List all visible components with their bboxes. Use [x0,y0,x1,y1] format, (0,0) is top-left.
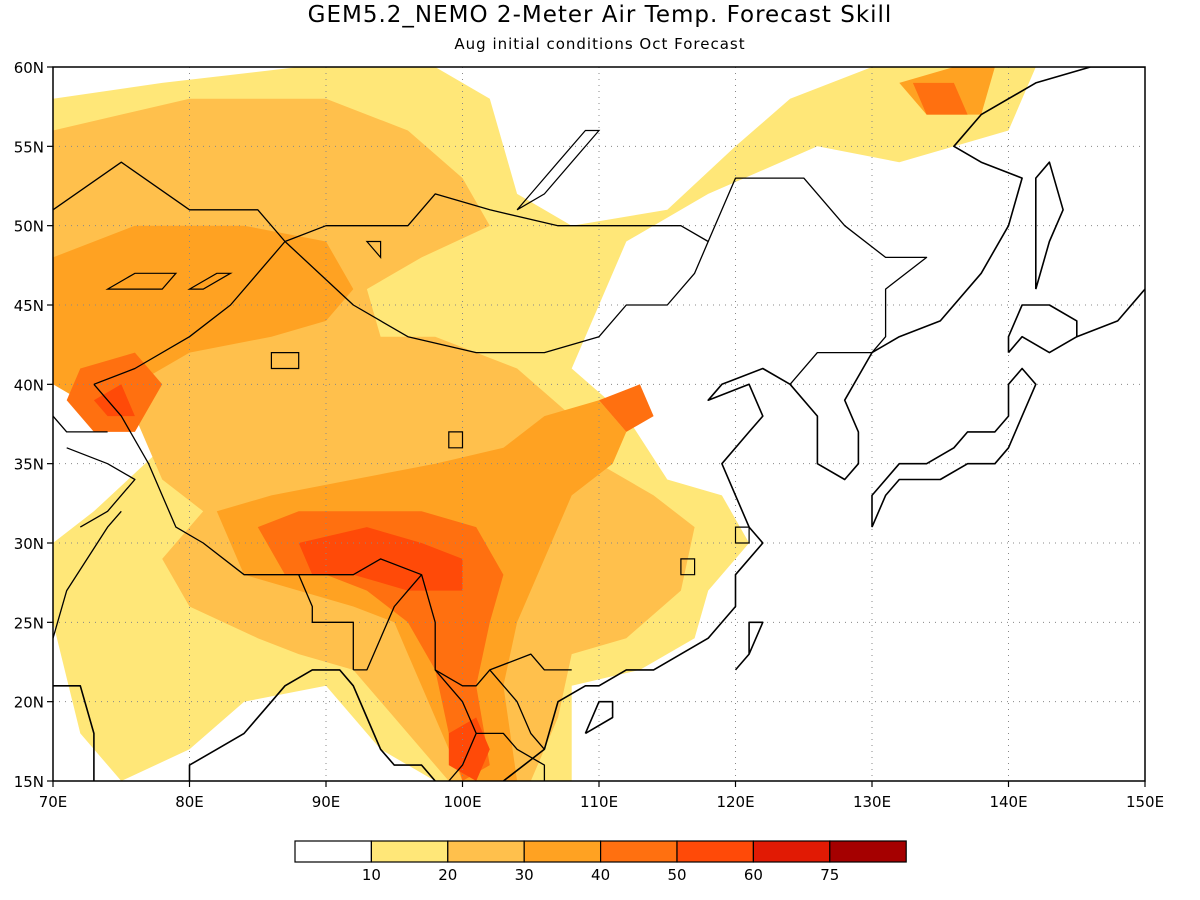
y-tick-label: 35N [14,456,44,474]
coastline-1 [188,669,436,781]
border-8 [489,669,545,750]
legend-swatch-5 [676,840,755,863]
y-tick-label: 45N [14,297,44,315]
y-tick-label: 55N [14,138,44,156]
x-tick-label: 90E [312,793,341,811]
legend-label: 40 [591,866,610,884]
legend-swatch-2 [447,840,525,863]
coastline-3 [502,67,1145,781]
skill-fill-layer [53,67,1036,781]
x-tick-label: 130E [853,793,891,811]
x-tick-label: 150E [1126,793,1164,811]
legend-swatch-7 [829,840,907,863]
legend-label: 30 [515,866,534,884]
lake-6 [680,558,696,576]
lake-7 [734,526,750,544]
lake-0 [516,129,601,211]
border-0 [93,177,928,385]
border-7 [476,732,546,781]
coastline-8 [1035,161,1064,290]
x-tick-label: 110E [580,793,618,811]
skill-region-8 [912,82,968,115]
lake-1 [105,272,178,290]
legend-label: 60 [744,866,763,884]
x-tick-label: 120E [716,793,754,811]
colorbar-legend: 10 20 30 40 50 60 75 [294,840,907,884]
map-subtitle: Aug initial conditions Oct Forecast [454,35,746,53]
border-5 [353,574,423,671]
coastline-7 [1007,304,1078,354]
coastline-9 [1076,288,1145,338]
x-tick-label: 100E [443,793,481,811]
legend-label: 50 [667,866,686,884]
border-12 [789,351,872,385]
y-tick-label: 15N [14,773,44,791]
legend-swatch-4 [599,840,678,863]
border-1 [284,241,709,354]
border-9 [53,415,108,433]
lake-3 [365,240,382,260]
coastline-6 [871,367,1037,528]
coastline-5 [584,700,614,735]
skill-region-11 [93,384,135,417]
coastline-4 [734,621,764,671]
y-tick-label: 25N [14,614,44,632]
lake-2 [187,272,233,290]
x-tick-label: 70E [39,793,68,811]
x-tick-label: 80E [175,793,204,811]
lake-5 [270,352,300,370]
x-axis-ticks: 70E 80E 90E 100E 110E 120E 130E 140E 150E [39,781,1164,811]
border-11 [53,510,122,639]
legend-swatch-0 [294,840,373,863]
y-tick-label: 20N [14,694,44,712]
legend-swatch-6 [752,840,831,863]
y-axis-ticks: 15N 20N 25N 30N 35N 40N 45N 50N 55N 60N [14,59,53,791]
coastline-0 [53,684,95,781]
x-tick-label: 140E [989,793,1027,811]
coastline-border-layer [53,67,1145,781]
legend-swatch-3 [523,840,602,863]
map-title: GEM5.2_NEMO 2-Meter Air Temp. Forecast S… [307,2,893,28]
lake-4 [448,431,464,449]
border-2 [53,161,286,242]
legend-label: 10 [362,866,381,884]
skill-region-7 [599,384,654,432]
legend-label: 75 [820,866,839,884]
y-tick-label: 40N [14,376,44,394]
border-4 [298,574,354,670]
border-10 [66,447,136,528]
legend-label: 20 [438,866,457,884]
legend-swatch-1 [370,840,449,863]
y-tick-label: 60N [14,59,44,77]
y-tick-label: 30N [14,535,44,553]
y-tick-label: 50N [14,218,44,236]
border-3 [93,383,572,687]
